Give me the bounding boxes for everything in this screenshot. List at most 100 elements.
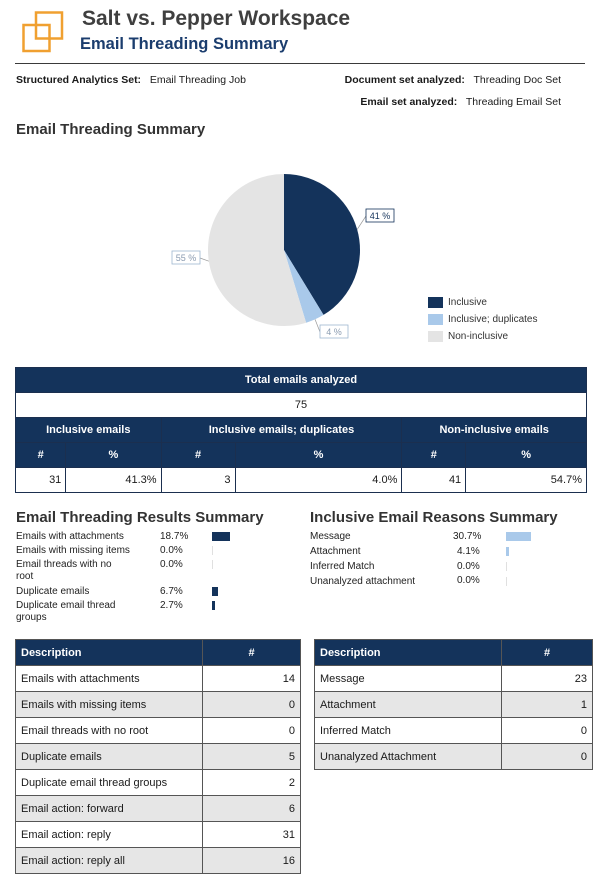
row-count: 31 (202, 821, 301, 848)
row-count: 0 (501, 743, 593, 770)
table-row: Emails with attachments 14 (15, 665, 301, 692)
reasons-bar (506, 577, 507, 586)
legend-item-duplicates: Inclusive; duplicates (428, 314, 538, 331)
row-description: Emails with missing items (15, 691, 203, 718)
doc-set-value: Threading Doc Set (473, 74, 561, 86)
data-label-noninclusive: 55 % (176, 253, 197, 263)
pie-slice-duplicates (284, 250, 324, 323)
label-leader-line (356, 215, 367, 230)
inclusive-count: 31 (14, 467, 67, 493)
reasons-summary: Message 30.7% Attachment 4.1% Inferred M… (310, 531, 580, 601)
row-description: Unanalyzed Attachment (314, 743, 502, 770)
results-pct: 0.0% (160, 545, 183, 556)
results-pct: 18.7% (160, 531, 189, 542)
group-duplicates: Inclusive emails; duplicates (160, 417, 403, 443)
table-row: Message 23 (314, 665, 593, 692)
row-count: 16 (202, 847, 301, 874)
results-bar (212, 532, 230, 541)
sas-label: Structured Analytics Set: (16, 74, 142, 86)
data-label-box (365, 208, 395, 223)
table-row: Email action: reply 31 (15, 821, 301, 848)
legend-swatch-duplicates (428, 314, 443, 325)
table-row: Unanalyzed Attachment 0 (314, 743, 593, 770)
data-label-box (319, 324, 349, 339)
table-row: Email action: forward 6 (15, 795, 301, 822)
doc-set-meta: Document set analyzed: Threading Doc Set (345, 74, 561, 86)
legend-label: Non-inclusive (448, 331, 509, 343)
reasons-pct: 0.0% (457, 561, 480, 572)
reasons-bar (506, 547, 510, 556)
sas-meta: Structured Analytics Set: Email Threadin… (16, 74, 246, 86)
row-count: 2 (202, 769, 301, 796)
row-count: 0 (202, 717, 301, 744)
row-count: 0 (202, 691, 301, 718)
sas-value: Email Threading Job (149, 74, 246, 86)
results-bar (212, 560, 213, 569)
legend-label: Inclusive (448, 297, 487, 309)
results-pct: 2.7% (160, 600, 183, 611)
reasons-label: Attachment (310, 546, 361, 557)
row-description: Email action: reply (15, 821, 203, 848)
row-description: Email threads with no root (15, 717, 203, 744)
table-row: Inferred Match 0 (314, 717, 593, 744)
results-label: Emails with missing items (16, 545, 130, 556)
row-count: 1 (501, 691, 593, 718)
row-count: 14 (202, 665, 301, 692)
group-noninclusive: Non-inclusive emails (401, 417, 587, 443)
reasons-detail-table: Description # Message 23 Attachment 1 Infe… (314, 639, 593, 770)
legend-swatch-noninclusive (428, 331, 443, 342)
reasons-pct: 30.7% (453, 531, 482, 542)
col-description: Description (314, 639, 502, 666)
totals-title: Total emails analyzed (15, 367, 587, 393)
reasons-pct: 4.1% (457, 546, 480, 557)
table-row: Duplicate emails 5 (15, 743, 301, 770)
results-summary-title: Email Threading Results Summary (16, 509, 264, 526)
reasons-label: Message (310, 531, 351, 542)
workspace-logo-icon (22, 11, 64, 53)
table-row: Attachment 1 (314, 691, 593, 718)
doc-set-label: Document set analyzed: (344, 74, 465, 86)
row-description: Inferred Match (314, 717, 502, 744)
legend-label: Inclusive; duplicates (448, 314, 538, 326)
col-num: # (14, 442, 67, 468)
results-summary: Emails with attachments 18.7% Emails wit… (16, 531, 276, 631)
row-count: 6 (202, 795, 301, 822)
row-count: 0 (501, 717, 593, 744)
legend-item-inclusive: Inclusive (428, 297, 538, 314)
col-count: # (501, 639, 593, 666)
group-inclusive: Inclusive emails (15, 417, 162, 443)
label-leader-line (314, 319, 321, 333)
results-label: Email threads with no root (16, 559, 112, 582)
col-description: Description (15, 639, 203, 666)
email-set-value: Threading Email Set (465, 96, 561, 108)
row-description: Email action: reply all (15, 847, 203, 874)
legend-item-noninclusive: Non-inclusive (428, 331, 538, 348)
row-count: 23 (501, 665, 593, 692)
row-description: Duplicate email thread groups (15, 769, 203, 796)
results-label: Duplicate email thread groups (16, 600, 116, 623)
label-leader-line (199, 257, 209, 262)
results-bar (212, 601, 215, 610)
table-row: Email action: reply all 16 (15, 847, 301, 874)
results-bar (212, 587, 219, 596)
table-row: Emails with missing items 0 (15, 691, 301, 718)
summary-section-title: Email Threading Summary (16, 121, 206, 138)
row-count: 5 (202, 743, 301, 770)
results-bar (212, 546, 213, 555)
reasons-label: Unanalyzed attachment (310, 576, 416, 587)
workspace-title: Salt vs. Pepper Workspace (82, 7, 351, 30)
row-description: Attachment (314, 691, 502, 718)
duplicates-pct: 4.0% (234, 467, 403, 493)
row-description: Duplicate emails (15, 743, 203, 770)
col-pct: % (234, 442, 403, 468)
pie-chart: 41 % 4 % 55 % (171, 174, 395, 339)
results-pct: 6.7% (160, 586, 183, 597)
report-title: Email Threading Summary (80, 35, 289, 53)
chart-legend: Inclusive Inclusive; duplicates Non-incl… (428, 297, 538, 348)
data-label-inclusive: 41 % (370, 211, 391, 221)
totals-value: 75 (15, 392, 587, 418)
inclusive-pct: 41.3% (65, 467, 162, 493)
duplicates-count: 3 (160, 467, 236, 493)
pie-slice-noninclusive (207, 174, 307, 326)
reasons-label: Inferred Match (310, 561, 375, 572)
